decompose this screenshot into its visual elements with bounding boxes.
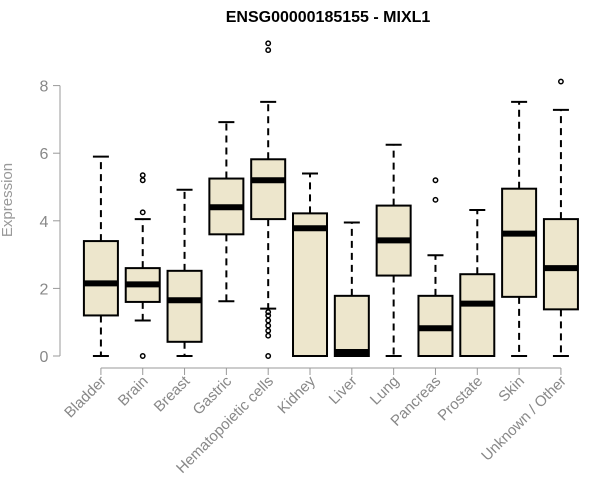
outlier-point [139, 209, 146, 216]
y-tick-label: 2 [40, 281, 49, 298]
box-iqr [166, 269, 203, 343]
outlier-point [265, 47, 272, 54]
outlier-point [265, 332, 272, 339]
y-tick-label: 4 [40, 214, 49, 231]
y-tick-label: 6 [40, 146, 49, 163]
box-iqr [82, 240, 119, 317]
chart-title: ENSG00000185155 - MIXL1 [226, 9, 431, 26]
outlier-point [139, 177, 146, 184]
box-group-lung [375, 143, 412, 357]
box-group-breast [166, 188, 203, 357]
outlier-point [139, 172, 146, 179]
box-iqr [292, 212, 329, 357]
x-tick-label: Breast [151, 372, 194, 415]
outlier-point [265, 327, 272, 334]
outlier-point [265, 309, 272, 316]
y-tick-label: 0 [40, 349, 49, 366]
box-group-unknown-other [542, 78, 579, 357]
outlier-point [557, 78, 564, 85]
outlier-point [265, 312, 272, 319]
box-iqr [459, 273, 496, 358]
outlier-point [265, 40, 272, 47]
box-iqr [333, 294, 370, 357]
outlier-point [432, 196, 439, 203]
box-group-brain [124, 172, 161, 359]
box-iqr [542, 218, 579, 311]
boxes-layer [82, 40, 579, 359]
box-group-liver [333, 221, 370, 357]
outlier-point [265, 317, 272, 324]
outlier-point [432, 177, 439, 184]
outlier-point [139, 353, 146, 359]
x-tick-label: Prostate [435, 373, 487, 425]
box-group-bladder [82, 155, 119, 357]
y-axis: 0 2 4 6 8 [40, 79, 61, 366]
box-group-pancreas [417, 177, 454, 357]
x-tick-label: Bladder [61, 373, 110, 422]
outlier-point [265, 353, 272, 359]
box-group-skin [501, 100, 538, 357]
box-group-hematopoietic-cells [250, 40, 287, 359]
x-tick-label: Lung [367, 373, 403, 409]
x-tick-label: Skin [495, 373, 528, 406]
y-tick-label: 8 [40, 79, 49, 96]
box-iqr [250, 158, 287, 221]
x-tick-label: Liver [326, 373, 361, 408]
x-tick-label: Kidney [274, 372, 319, 417]
box-iqr [501, 187, 538, 298]
box-group-prostate [459, 208, 496, 358]
y-axis-label: Expression [0, 163, 16, 237]
box-group-gastric [208, 121, 245, 303]
box-group-kidney [292, 172, 329, 357]
outlier-point [265, 322, 272, 329]
x-tick-label: Brain [115, 373, 152, 410]
